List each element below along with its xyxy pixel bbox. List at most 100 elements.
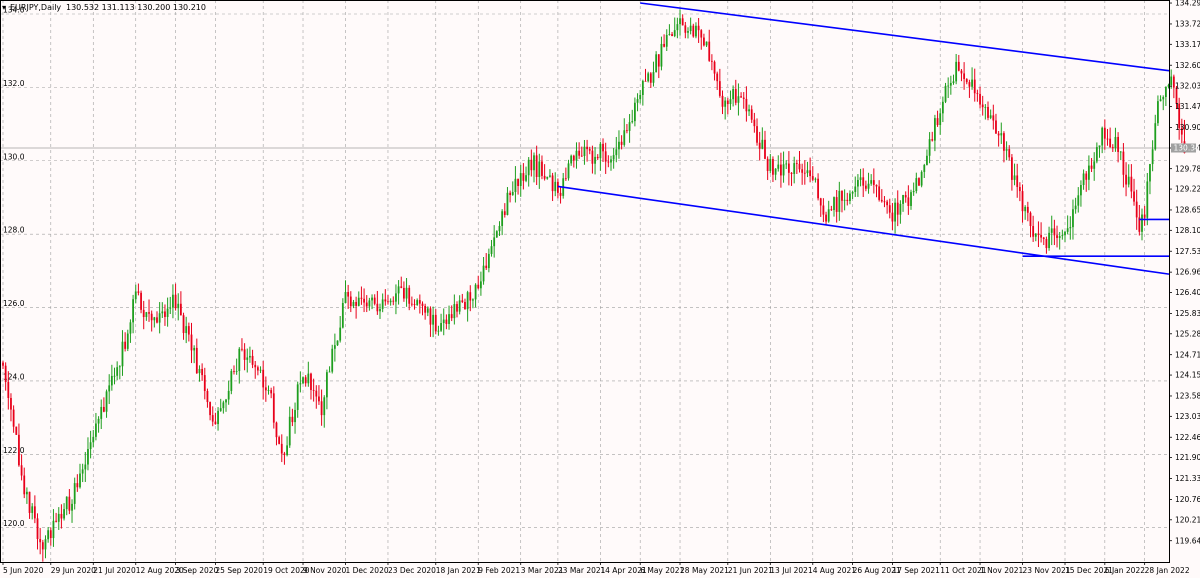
candle-body (36, 518, 39, 540)
candle-body (859, 177, 862, 180)
chart-header: ▾ EURJPY,Daily 130.532 131.113 130.200 1… (2, 3, 206, 12)
candle-body (140, 292, 142, 310)
candle-body (124, 341, 127, 349)
candle-body (902, 195, 904, 204)
candle-body (641, 80, 644, 95)
candle-body (1178, 103, 1181, 129)
time-tick-label: 9 Nov 2020 (303, 566, 346, 575)
candle-body (1093, 161, 1096, 169)
candle-body (76, 483, 79, 488)
candle-body (448, 314, 450, 324)
price-tick-label: 125.284 (1175, 329, 1200, 338)
candle-body (867, 183, 870, 189)
candle-body (376, 303, 379, 312)
candle-body (243, 349, 246, 360)
candle-body (612, 155, 615, 160)
candle-body (421, 303, 424, 306)
candle-body (418, 300, 421, 304)
candle-body (663, 43, 665, 47)
candle-body (1101, 127, 1104, 146)
candle-body (952, 81, 955, 83)
candle-body (1151, 149, 1154, 165)
candle-body (511, 192, 514, 196)
y-grid-label: 120.0 (3, 519, 25, 528)
trendline-upper (640, 2, 1170, 72)
time-tick-label: 4 Aug 2021 (813, 566, 856, 575)
trendlines[interactable] (557, 2, 1170, 275)
candle-body (44, 539, 47, 550)
candle-body (639, 94, 642, 100)
price-tick-label: 122.464 (1175, 433, 1200, 442)
candle-body (291, 416, 294, 423)
candle-body (782, 164, 785, 176)
candle-body (373, 297, 376, 304)
candle-body (20, 465, 23, 476)
candle-body (689, 25, 692, 32)
candle-body (1090, 165, 1093, 169)
candle-body (968, 82, 971, 87)
candle-body (594, 156, 596, 164)
candle-body (655, 54, 658, 73)
candle-body (851, 191, 854, 194)
candle-body (814, 178, 817, 180)
candle-body (1141, 214, 1143, 232)
candle-body (527, 159, 530, 176)
price-tick-label: 126.409 (1175, 288, 1200, 297)
candle-body (971, 79, 973, 87)
candle-body (891, 212, 894, 222)
candle-body (395, 293, 397, 302)
candle-body (339, 327, 342, 341)
candle-body (1103, 127, 1106, 139)
current-price-marker (1171, 143, 1196, 153)
candle-body (166, 308, 169, 317)
candle-body (89, 442, 92, 449)
candle-body (572, 155, 575, 161)
candle-body (947, 85, 950, 87)
candle-body (1048, 232, 1050, 249)
candle-body (1149, 164, 1151, 182)
candle-body (559, 192, 562, 196)
candle-body (583, 146, 586, 156)
candle-body (15, 426, 18, 435)
menu-icon[interactable]: ▾ (2, 3, 6, 12)
candle-body (737, 96, 740, 103)
candle-body (660, 43, 663, 67)
candle-body (846, 199, 849, 201)
candle-body (830, 209, 833, 211)
candle-body (963, 73, 966, 79)
candle-body (355, 302, 358, 306)
candle-body (973, 79, 976, 94)
candle-body (410, 303, 413, 305)
candle-body (211, 415, 214, 422)
candle-body (498, 225, 501, 232)
candle-body (57, 513, 60, 522)
candles (2, 9, 1186, 562)
candle-body (1061, 235, 1064, 237)
candle-body (960, 70, 963, 74)
time-tick-label: 6 May 2021 (640, 566, 684, 575)
candle-body (206, 390, 209, 403)
price-axis[interactable]: 134.299 133.729 133.174 132.604 132.034 131.4… (1169, 0, 1200, 545)
candle-body (182, 315, 185, 334)
candle-body (161, 311, 164, 314)
candle-body (811, 176, 814, 180)
candle-body (461, 300, 464, 302)
candle-body (979, 93, 981, 105)
price-tick-label: 134.299 (1175, 0, 1200, 8)
candle-body (1164, 86, 1167, 98)
y-grid-label: 124.0 (3, 372, 25, 381)
candle-body (198, 368, 201, 374)
candle-body (1122, 151, 1125, 175)
candle-body (108, 385, 111, 392)
candle-body (965, 78, 968, 83)
candle-body (1066, 228, 1069, 232)
candle-body (389, 300, 392, 303)
candle-body (363, 298, 365, 303)
candle-body (588, 149, 591, 151)
candle-body (546, 176, 549, 179)
candle-body (424, 305, 427, 313)
candle-body (331, 348, 334, 372)
candle-body (1029, 212, 1032, 227)
